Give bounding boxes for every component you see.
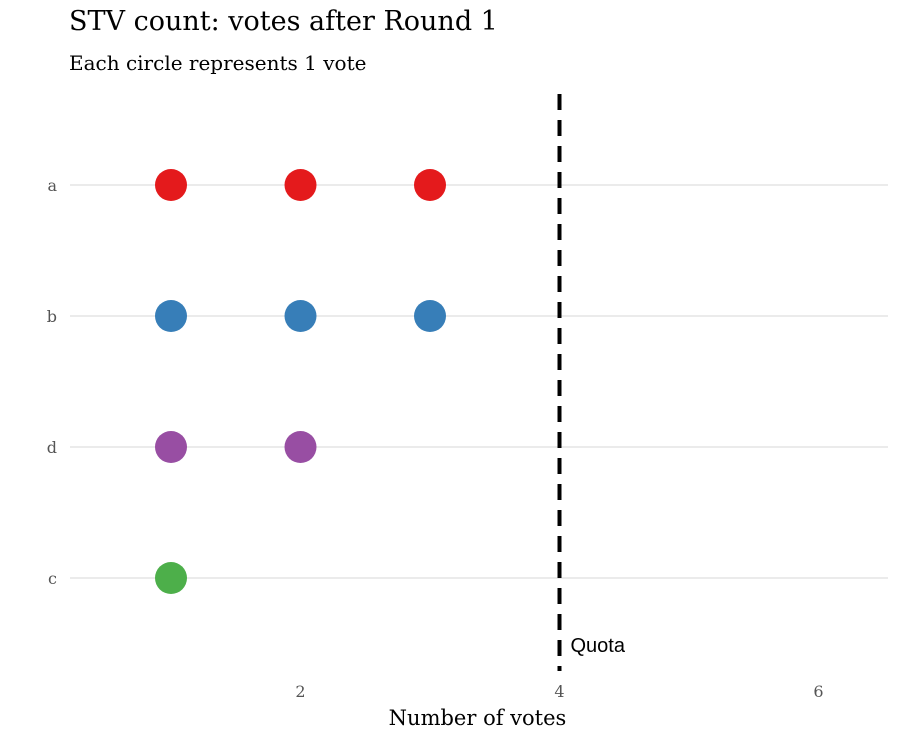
y-tick-label-d: d [47, 438, 57, 457]
quota-label: Quota [571, 635, 626, 657]
x-tick-label-2: 2 [295, 682, 305, 701]
chart-subtitle: Each circle represents 1 vote [69, 51, 367, 75]
vote-point-a-2 [284, 169, 317, 201]
vote-point-a-3 [414, 169, 446, 201]
grid-lines [70, 184, 888, 579]
vote-point-c-1 [155, 562, 187, 594]
chart-title: STV count: votes after Round 1 [69, 6, 498, 37]
vote-point-b-3 [414, 300, 446, 332]
vote-point-b-2 [284, 300, 317, 332]
x-tick-label-4: 4 [554, 682, 564, 701]
x-axis-labels: 2 4 6 [295, 682, 823, 701]
y-tick-label-b: b [47, 307, 57, 326]
y-axis-labels: a b d c [47, 176, 58, 588]
vote-point-d-2 [284, 431, 317, 463]
x-axis-title: Number of votes [388, 706, 567, 730]
x-tick-label-6: 6 [813, 682, 823, 701]
y-tick-label-c: c [48, 569, 57, 588]
quota-group: Quota [557, 94, 626, 671]
vote-point-a-1 [155, 169, 187, 201]
vote-point-d-1 [155, 431, 187, 463]
vote-point-b-1 [155, 300, 187, 332]
y-tick-label-a: a [47, 176, 57, 195]
data-points [155, 169, 446, 594]
